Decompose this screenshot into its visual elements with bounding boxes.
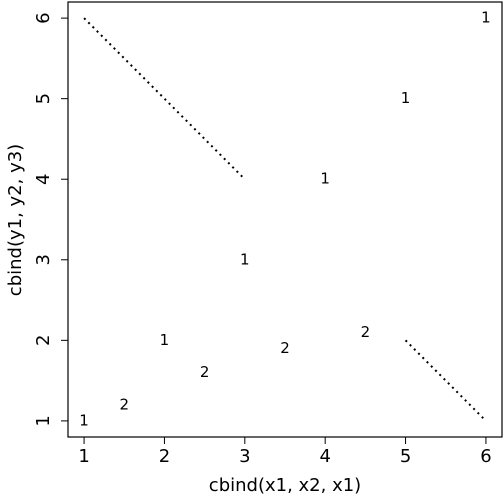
y-tick-label: 4 [33, 173, 54, 184]
y-tick-label: 2 [33, 335, 54, 346]
point-symbol: 2 [361, 323, 371, 341]
y-tick-label: 1 [33, 415, 54, 426]
y-axis-label: cbind(y1, y2, y3) [5, 144, 26, 296]
y-tick-label: 3 [33, 254, 54, 265]
point-symbol: 1 [240, 250, 250, 268]
x-tick-label: 6 [480, 446, 491, 467]
dotted-line [83, 17, 487, 422]
point-symbol: 2 [200, 363, 210, 381]
x-tick-label: 5 [400, 446, 411, 467]
x-tick-label: 1 [78, 446, 89, 467]
point-symbol: 2 [280, 339, 290, 357]
y-tick-label: 6 [33, 12, 54, 23]
y-tick-label: 5 [33, 93, 54, 104]
point-symbol: 1 [481, 9, 491, 27]
x-axis-label: cbind(x1, x2, x1) [209, 475, 361, 496]
point-symbol: 1 [320, 170, 330, 188]
point-symbol: 1 [79, 411, 89, 429]
point-symbol: 1 [401, 89, 411, 107]
point-symbol: 2 [119, 395, 129, 413]
point-symbol: 1 [160, 331, 170, 349]
x-tick-label: 3 [239, 446, 250, 467]
plot-frame [67, 1, 503, 438]
x-tick-label: 2 [159, 446, 170, 467]
x-tick-label: 4 [319, 446, 330, 467]
